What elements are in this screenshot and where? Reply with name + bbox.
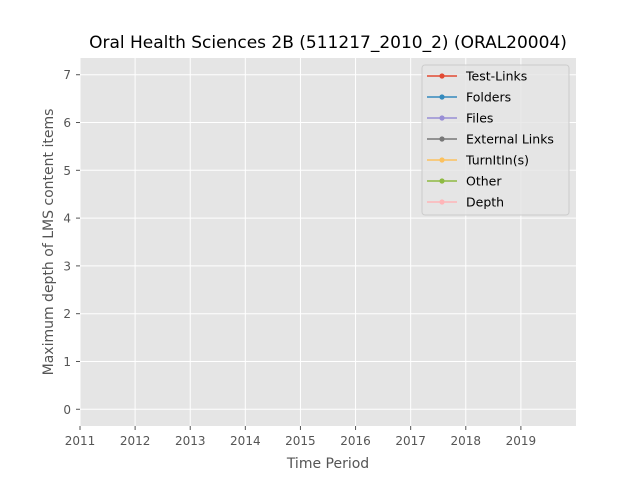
x-tick-label: 2011 [65,434,96,448]
x-axis-ticks: 2011 2012 2013 2014 2015 2016 2017 2018 2019 [65,426,536,448]
legend-marker [439,73,445,79]
legend-label: Files [466,111,493,126]
x-tick-label: 2012 [120,434,151,448]
y-axis-label: Maximum depth of LMS content items [41,109,57,376]
x-tick-label: 2019 [506,434,537,448]
legend-label: External Links [466,132,554,147]
y-tick-label: 0 [63,403,71,417]
y-tick-label: 7 [63,68,71,82]
legend-marker [439,199,445,205]
legend: Test-Links Folders Files External Links Turn… [421,64,570,216]
y-tick-label: 2 [63,307,71,321]
legend-marker [439,94,445,100]
x-tick-label: 2015 [285,434,316,448]
y-tick-label: 4 [63,212,71,226]
y-tick-label: 3 [63,259,71,273]
legend-marker [439,157,445,163]
legend-marker [439,136,445,142]
legend-label: Test-Links [465,69,527,84]
x-tick-label: 2018 [451,434,482,448]
x-tick-label: 2013 [175,434,206,448]
legend-box [421,64,570,216]
y-tick-label: 5 [63,164,71,178]
legend-label: Depth [466,195,504,210]
legend-label: Other [466,174,502,189]
legend-label: Folders [466,90,511,105]
x-tick-label: 2016 [340,434,371,448]
x-tick-label: 2014 [230,434,261,448]
legend-marker [439,115,445,121]
y-axis-ticks: 0 1 2 3 4 5 6 7 [63,68,80,417]
chart-title: Oral Health Sciences 2B (511217_2010_2) … [89,33,567,53]
x-tick-label: 2017 [395,434,426,448]
legend-marker [439,178,445,184]
x-axis-label: Time Period [286,456,369,472]
legend-label: TurnItIn(s) [465,153,529,168]
y-tick-label: 1 [63,355,71,369]
y-tick-label: 6 [63,116,71,130]
